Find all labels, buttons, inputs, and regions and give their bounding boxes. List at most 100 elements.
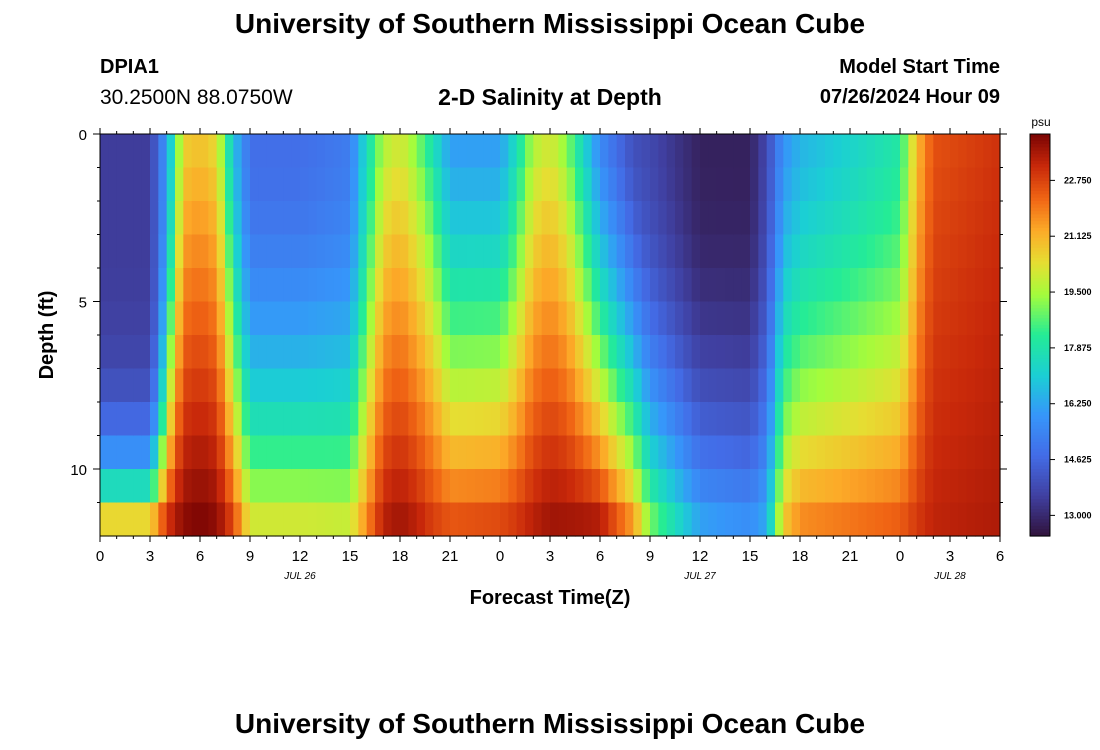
heatmap-cell <box>441 234 451 269</box>
heatmap-cell <box>575 301 584 336</box>
heatmap-cell <box>666 167 676 202</box>
heatmap-cell <box>725 301 734 336</box>
heatmap-cell <box>700 335 709 370</box>
colorbar-segment <box>1030 378 1050 383</box>
heatmap-cell <box>258 335 268 370</box>
heatmap-cell <box>983 301 993 336</box>
colorbar-segment <box>1030 529 1050 534</box>
heatmap-cell <box>425 301 434 336</box>
heatmap-cell <box>616 469 626 504</box>
heatmap-cell <box>133 435 143 470</box>
heatmap-cell <box>375 335 384 370</box>
x-tick-label: 21 <box>842 548 859 565</box>
heatmap-cell <box>383 402 393 437</box>
heatmap-cell <box>583 201 593 236</box>
heatmap-cell <box>766 502 776 537</box>
heatmap-cell <box>983 502 993 537</box>
heatmap-cell <box>625 502 634 537</box>
heatmap-cell <box>925 201 934 236</box>
heatmap-cell <box>675 134 684 169</box>
heatmap-cell <box>916 469 926 504</box>
heatmap-cell <box>308 301 318 336</box>
heatmap-cell <box>500 201 509 236</box>
heatmap-cell <box>983 234 993 269</box>
colorbar-segment <box>1030 301 1050 306</box>
heatmap-cell <box>633 435 643 470</box>
heatmap-cell <box>433 502 443 537</box>
heatmap-cell <box>266 402 276 437</box>
heatmap-cell <box>408 134 418 169</box>
colorbar-segment <box>1030 170 1050 175</box>
heatmap-cell <box>508 502 518 537</box>
heatmap-cell <box>575 368 584 403</box>
heatmap-cell <box>966 268 976 303</box>
heatmap-cell <box>500 268 509 303</box>
heatmap-cell <box>366 234 376 269</box>
heatmap-cell <box>658 335 668 370</box>
heatmap-cell <box>658 502 668 537</box>
heatmap-cell <box>275 234 284 269</box>
heatmap-cell <box>233 435 243 470</box>
heatmap-cell <box>450 134 459 169</box>
heatmap-cell <box>200 201 209 236</box>
heatmap-cell <box>700 301 709 336</box>
heatmap-cell <box>491 234 501 269</box>
heatmap-cell <box>775 167 784 202</box>
heatmap-cell <box>408 368 418 403</box>
x-tick-label: 3 <box>946 548 954 565</box>
heatmap-cell <box>758 368 768 403</box>
heatmap-cell <box>641 335 651 370</box>
heatmap-cell <box>125 301 134 336</box>
heatmap-cell <box>841 335 851 370</box>
heatmap-cell <box>741 167 751 202</box>
heatmap-cell <box>100 368 109 403</box>
heatmap-cell <box>700 502 709 537</box>
heatmap-cell <box>558 234 568 269</box>
heatmap-cell <box>950 234 959 269</box>
colorbar-segment <box>1030 458 1050 463</box>
heatmap-cell <box>100 301 109 336</box>
heatmap-cell <box>225 435 234 470</box>
heatmap-cell <box>766 301 776 336</box>
heatmap-cell <box>158 167 168 202</box>
heatmap-cell <box>383 167 393 202</box>
heatmap-cell <box>633 301 643 336</box>
heatmap-cell <box>991 167 1001 202</box>
heatmap-cell <box>141 201 151 236</box>
heatmap-cell <box>633 201 643 236</box>
heatmap-cell <box>175 201 184 236</box>
heatmap-cell <box>150 402 159 437</box>
heatmap-cell <box>358 201 368 236</box>
heatmap-cell <box>908 335 918 370</box>
heatmap-cell <box>991 435 1001 470</box>
heatmap-cell <box>500 435 509 470</box>
heatmap-cell <box>833 335 843 370</box>
heatmap-cell <box>525 167 534 202</box>
heatmap-cell <box>391 335 401 370</box>
colorbar-segment <box>1030 445 1050 450</box>
colorbar-segment <box>1030 371 1050 376</box>
heatmap-cell <box>600 435 609 470</box>
heatmap-cell <box>466 469 476 504</box>
heatmap-cell <box>741 402 751 437</box>
heatmap-cell <box>950 201 959 236</box>
heatmap-cell <box>758 469 768 504</box>
heatmap-cell <box>208 502 218 537</box>
colorbar-segment <box>1030 271 1050 276</box>
heatmap-cell <box>725 234 734 269</box>
heatmap-cell <box>883 234 893 269</box>
heatmap-cell <box>766 234 776 269</box>
heatmap-cell <box>341 301 351 336</box>
heatmap-cell <box>116 268 126 303</box>
colorbar-segment <box>1030 368 1050 373</box>
heatmap-cell <box>225 134 234 169</box>
heatmap-cell <box>991 201 1001 236</box>
heatmap-cell <box>691 134 701 169</box>
heatmap-cell <box>208 335 218 370</box>
heatmap-cell <box>325 234 334 269</box>
heatmap-cell <box>158 335 168 370</box>
date-label: JUL 27 <box>683 571 716 582</box>
colorbar-unit-label: psu <box>1031 115 1050 129</box>
heatmap-cell <box>516 134 526 169</box>
heatmap-cell <box>658 368 668 403</box>
